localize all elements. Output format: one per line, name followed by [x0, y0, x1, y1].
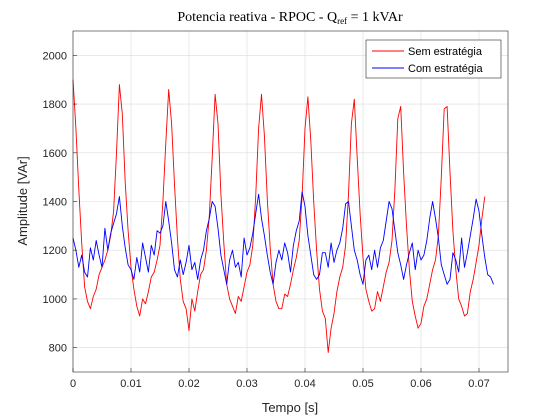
y-tick-label: 1600 — [43, 148, 67, 160]
x-tick-label: 0.05 — [352, 378, 373, 390]
x-tick-label: 0.01 — [120, 378, 141, 390]
legend: Sem estratégia Com estratégia — [366, 40, 501, 78]
legend-label-com-estrategia: Com estratégia — [408, 63, 483, 75]
chart-title: Potencia reativa - RPOC - Qref = 1 kVAr — [177, 10, 403, 26]
x-tick-label: 0.03 — [236, 378, 257, 390]
x-tick-label: 0.06 — [410, 378, 431, 390]
x-tick-label: 0 — [70, 378, 76, 390]
y-tick-label: 1000 — [43, 294, 67, 306]
x-tick-label: 0.07 — [468, 378, 489, 390]
y-tick-label: 800 — [49, 343, 67, 355]
y-tick-label: 1400 — [43, 197, 67, 209]
y-tick-label: 1800 — [43, 99, 67, 111]
x-axis-label: Tempo [s] — [262, 400, 318, 415]
x-tick-label: 0.02 — [178, 378, 199, 390]
x-tick-label: 0.04 — [294, 378, 315, 390]
legend-label-sem-estrategia: Sem estratégia — [408, 46, 483, 58]
y-axis-label: Amplitude [VAr] — [15, 156, 30, 245]
y-tick-label: 2000 — [43, 50, 67, 62]
y-tick-label: 1200 — [43, 245, 67, 257]
